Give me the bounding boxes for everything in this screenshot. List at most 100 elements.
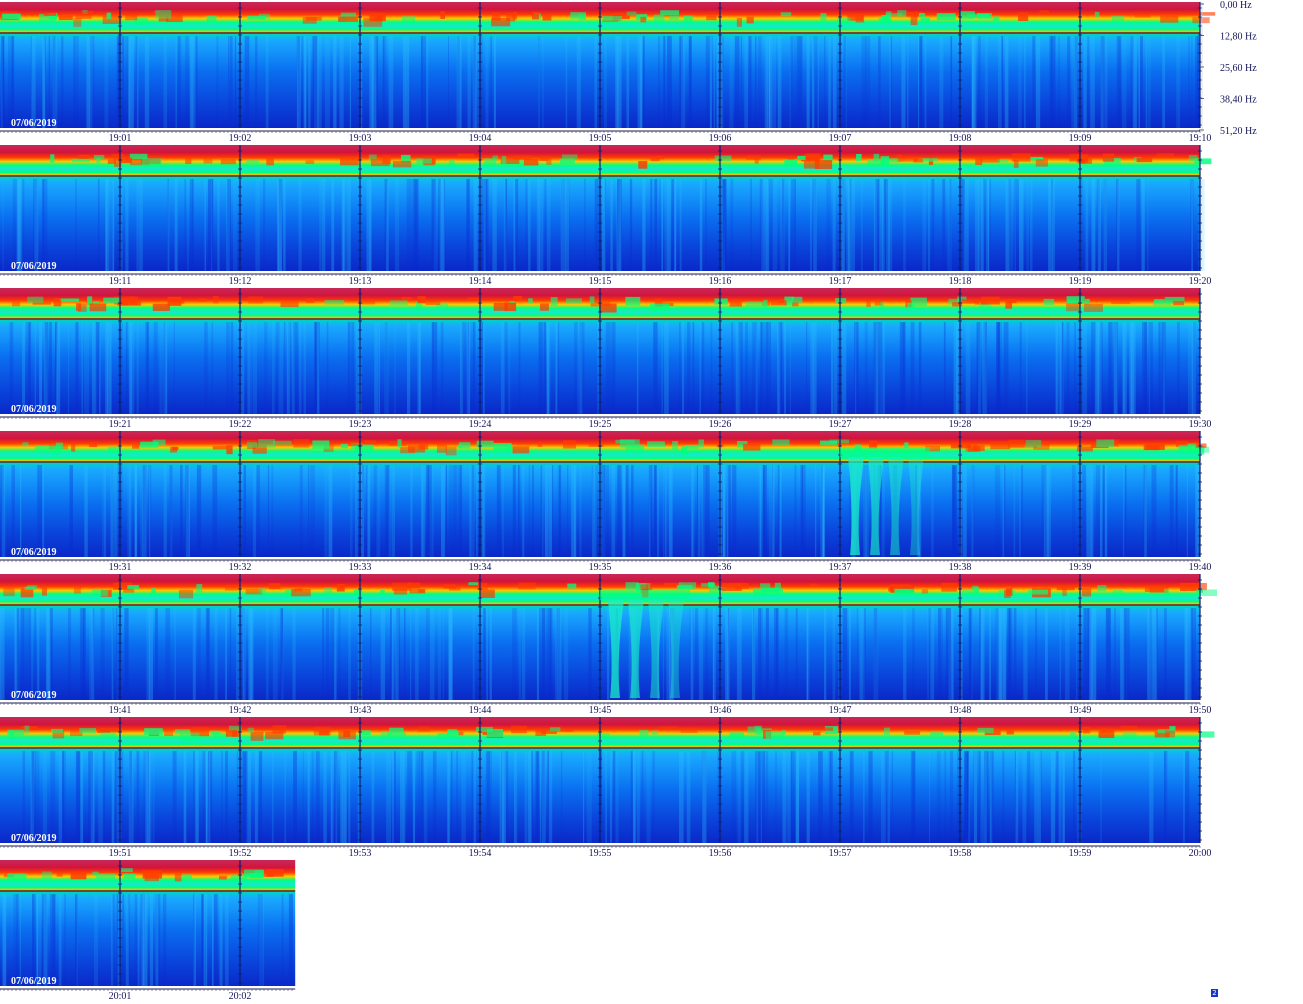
spectral-streak — [1067, 36, 1071, 128]
spectral-streak — [448, 465, 454, 557]
time-tick-label: 19:02 — [229, 133, 252, 144]
spectral-streak — [69, 465, 73, 557]
energy-blob — [212, 732, 228, 738]
spectral-streak — [366, 465, 368, 557]
spectral-streak — [1125, 465, 1127, 557]
spectral-streak — [110, 894, 114, 986]
spectral-streak — [500, 322, 505, 414]
spectral-streak — [964, 751, 968, 843]
spectral-streak — [73, 36, 79, 128]
spectral-streak — [1129, 322, 1135, 414]
spectral-streak — [891, 751, 894, 843]
spectral-streak — [563, 608, 569, 700]
spectral-streak — [518, 322, 521, 414]
spectral-streak — [972, 36, 977, 128]
spectral-streak — [877, 465, 882, 557]
spectral-streak — [177, 36, 182, 128]
spectral-streak — [762, 465, 765, 557]
spectral-streak — [374, 36, 379, 128]
energy-blob — [810, 583, 818, 587]
spectral-streak — [761, 179, 765, 271]
spectral-streak — [140, 894, 145, 986]
energy-blob — [869, 440, 878, 449]
spectral-streak — [240, 608, 245, 700]
energy-blob — [1024, 443, 1037, 448]
spectral-streak — [759, 179, 763, 271]
spectral-streak — [267, 465, 270, 557]
energy-blob — [266, 869, 284, 877]
energy-blob — [364, 440, 376, 445]
spectral-streak — [673, 179, 675, 271]
spectral-streak — [727, 608, 730, 700]
energy-blob — [885, 11, 892, 18]
spectral-streak — [212, 179, 214, 271]
energy-blob — [722, 583, 742, 591]
spectral-streak — [657, 465, 659, 557]
spectral-streak — [828, 751, 832, 843]
date-label: 07/06/2019 — [11, 833, 57, 844]
spectral-streak — [997, 322, 1000, 414]
spectral-streak — [22, 179, 25, 271]
spectral-streak — [125, 179, 129, 271]
time-tick-label: 19:39 — [1069, 562, 1092, 573]
energy-blob — [1056, 585, 1075, 591]
spectral-streak — [114, 751, 120, 843]
energy-blob — [770, 300, 787, 306]
spectral-streak — [699, 608, 704, 700]
spectral-streak — [584, 179, 586, 271]
energy-blob — [198, 298, 207, 302]
energy-blob — [649, 303, 670, 311]
spectral-streak — [617, 179, 619, 271]
spectral-streak — [528, 179, 531, 271]
plunge-trough — [628, 600, 644, 698]
energy-blob — [486, 729, 503, 738]
spectral-streak — [88, 751, 93, 843]
energy-blob — [1188, 155, 1198, 162]
energy-blob — [763, 299, 768, 309]
spectral-streak — [817, 36, 819, 128]
spectral-streak — [155, 894, 159, 986]
spectral-streak — [983, 322, 987, 414]
energy-blob — [626, 11, 637, 16]
spectral-streak — [1116, 179, 1119, 271]
spectral-streak — [989, 608, 991, 700]
spectral-streak — [1008, 608, 1012, 700]
energy-blob — [230, 874, 247, 882]
spectral-streak — [758, 608, 761, 700]
spectral-streak — [1191, 322, 1196, 414]
spectral-streak — [690, 608, 694, 700]
energy-blob — [1005, 588, 1013, 596]
spectral-streak — [910, 751, 916, 843]
spectral-streak — [388, 465, 392, 557]
energy-blob — [615, 439, 635, 444]
spectral-streak — [774, 608, 778, 700]
energy-blob — [41, 871, 53, 879]
spectral-streak — [794, 179, 796, 271]
spectral-streak — [35, 751, 40, 843]
energy-blob — [113, 582, 132, 590]
energy-blob — [906, 302, 915, 311]
spectral-streak — [864, 465, 869, 557]
spectral-streak — [615, 36, 619, 128]
spectral-streak — [999, 608, 1002, 700]
energy-blob — [625, 444, 645, 452]
spectral-streak — [973, 751, 977, 843]
energy-blob — [743, 443, 761, 451]
spectral-streak — [317, 322, 320, 414]
energy-blob — [111, 153, 124, 158]
spectral-streak — [11, 465, 15, 557]
energy-blob — [95, 873, 116, 880]
spectral-streak — [1050, 751, 1056, 843]
spectral-streak — [42, 751, 48, 843]
energy-blob — [1081, 588, 1092, 597]
spectral-streak — [335, 751, 338, 843]
spectral-streak — [405, 36, 410, 128]
energy-blob — [258, 13, 270, 20]
spectral-streak — [110, 465, 114, 557]
spectral-streak — [521, 608, 526, 700]
spectral-streak — [240, 322, 245, 414]
spectral-streak — [544, 465, 549, 557]
freq-tick-label: 25,60 Hz — [1220, 63, 1257, 74]
